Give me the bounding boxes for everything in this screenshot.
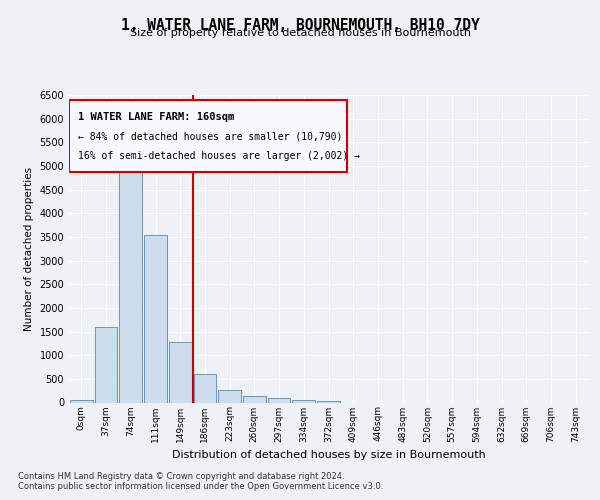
Bar — [243, 396, 266, 402]
FancyBboxPatch shape — [69, 100, 347, 172]
Text: 16% of semi-detached houses are larger (2,002) →: 16% of semi-detached houses are larger (… — [78, 152, 360, 162]
Bar — [317, 401, 340, 402]
Text: Contains HM Land Registry data © Crown copyright and database right 2024.: Contains HM Land Registry data © Crown c… — [18, 472, 344, 481]
Bar — [292, 400, 315, 402]
Bar — [218, 390, 241, 402]
Bar — [70, 400, 93, 402]
Text: Contains public sector information licensed under the Open Government Licence v3: Contains public sector information licen… — [18, 482, 383, 491]
X-axis label: Distribution of detached houses by size in Bournemouth: Distribution of detached houses by size … — [172, 450, 485, 460]
Text: 1, WATER LANE FARM, BOURNEMOUTH, BH10 7DY: 1, WATER LANE FARM, BOURNEMOUTH, BH10 7D… — [121, 18, 479, 32]
Y-axis label: Number of detached properties: Number of detached properties — [24, 166, 34, 331]
Bar — [119, 164, 142, 402]
Text: 1 WATER LANE FARM: 160sqm: 1 WATER LANE FARM: 160sqm — [78, 112, 234, 122]
Bar — [169, 342, 191, 402]
Bar — [194, 374, 216, 402]
Text: ← 84% of detached houses are smaller (10,790): ← 84% of detached houses are smaller (10… — [78, 132, 342, 141]
Bar — [268, 398, 290, 402]
Bar — [144, 234, 167, 402]
Bar — [95, 327, 118, 402]
Text: Size of property relative to detached houses in Bournemouth: Size of property relative to detached ho… — [130, 28, 470, 38]
